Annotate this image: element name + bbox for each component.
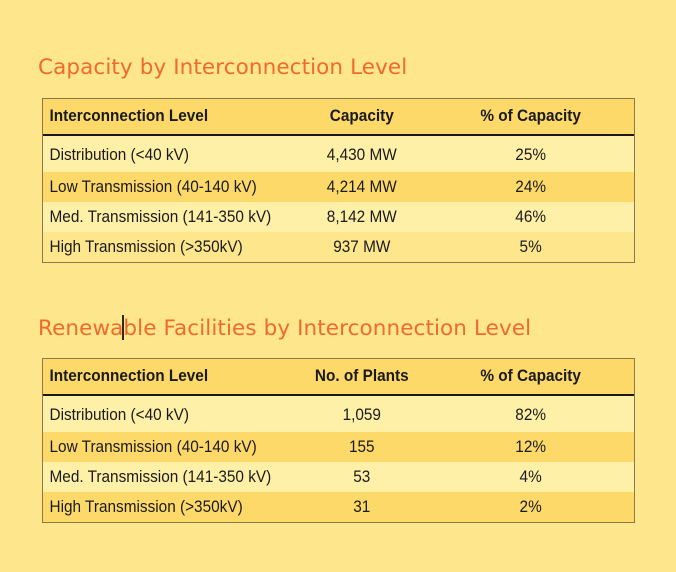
cell-plants: 53 xyxy=(353,467,371,486)
cell-plants: 1,059 xyxy=(342,405,382,424)
table-header-row: Interconnection Level No. of Plants % of… xyxy=(43,359,634,396)
cell-level: Low Transmission (40-140 kV) xyxy=(49,177,257,196)
cell-level: Distribution (<40 kV) xyxy=(49,405,189,424)
table-row: Distribution (<40 kV) 1,059 82% xyxy=(43,396,634,432)
capacity-table: Interconnection Level Capacity % of Capa… xyxy=(42,98,635,263)
text-cursor-icon xyxy=(122,315,125,340)
table-row: Distribution (<40 kV) 4,430 MW 25% xyxy=(43,136,634,172)
cell-capacity: 4,214 MW xyxy=(326,177,397,196)
table-row: Med. Transmission (141-350 kV) 8,142 MW … xyxy=(43,202,634,232)
table-row: High Transmission (>350kV) 937 MW 5% xyxy=(43,232,634,262)
renewable-facilities-table: Interconnection Level No. of Plants % of… xyxy=(42,358,635,523)
cell-capacity: 937 MW xyxy=(333,237,391,256)
cell-capacity: 4,430 MW xyxy=(326,145,397,164)
header-percent-capacity: % of Capacity xyxy=(480,367,581,385)
cell-capacity: 8,142 MW xyxy=(326,207,397,226)
cell-percent: 25% xyxy=(515,145,546,164)
table-row: Med. Transmission (141-350 kV) 53 4% xyxy=(43,462,634,492)
cell-level: High Transmission (>350kV) xyxy=(49,497,243,516)
header-percent-capacity: % of Capacity xyxy=(480,107,581,125)
title-text-after-cursor: ble Facilities by Interconnection Level xyxy=(123,316,532,341)
renewable-section-title[interactable]: Renewable Facilities by Interconnection … xyxy=(38,315,531,341)
table-header-row: Interconnection Level Capacity % of Capa… xyxy=(43,99,634,136)
cell-percent: 5% xyxy=(519,237,542,256)
cell-level: Low Transmission (40-140 kV) xyxy=(49,437,257,456)
header-number-of-plants: No. of Plants xyxy=(315,367,409,385)
cell-percent: 12% xyxy=(515,437,546,456)
cell-plants: 31 xyxy=(353,497,371,516)
table-row: Low Transmission (40-140 kV) 4,214 MW 24… xyxy=(43,172,634,202)
cell-percent: 4% xyxy=(519,467,542,486)
cell-level: Med. Transmission (141-350 kV) xyxy=(49,207,272,226)
cell-plants: 155 xyxy=(349,437,375,456)
capacity-section-title: Capacity by Interconnection Level xyxy=(38,55,408,80)
table-row: High Transmission (>350kV) 31 2% xyxy=(43,492,634,522)
header-capacity: Capacity xyxy=(329,107,394,125)
cell-level: High Transmission (>350kV) xyxy=(49,237,243,256)
header-interconnection-level: Interconnection Level xyxy=(49,367,209,385)
title-text-before-cursor: Renewa xyxy=(38,316,124,341)
header-interconnection-level: Interconnection Level xyxy=(49,107,209,125)
cell-percent: 82% xyxy=(515,405,546,424)
cell-percent: 2% xyxy=(519,497,542,516)
cell-level: Med. Transmission (141-350 kV) xyxy=(49,467,272,486)
cell-percent: 46% xyxy=(515,207,546,226)
cell-percent: 24% xyxy=(515,177,546,196)
table-row: Low Transmission (40-140 kV) 155 12% xyxy=(43,432,634,462)
cell-level: Distribution (<40 kV) xyxy=(49,145,189,164)
